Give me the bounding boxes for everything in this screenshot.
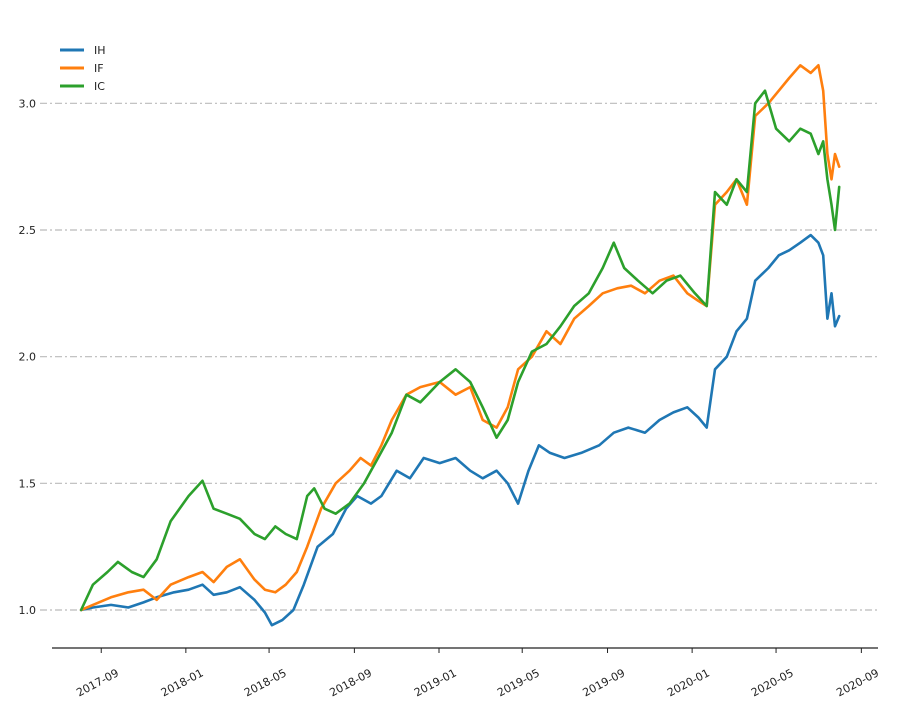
y-axis-ticks: 1.0 1.5 2.0 2.5 3.0 (19, 97, 37, 617)
x-axis-ticks: 2017-09 2018-01 2018-05 2018-09 2019-01 2019-… (74, 648, 881, 699)
x-tick-label: 2020-05 (749, 666, 796, 699)
y-tick-label: 3.0 (19, 97, 37, 110)
series-lines (79, 64, 841, 627)
x-tick-label: 2020-01 (665, 666, 712, 699)
series-line-ic (79, 89, 841, 612)
x-tick-label: 2019-09 (581, 666, 628, 699)
y-tick-label: 2.5 (19, 224, 37, 237)
y-tick-label: 2.0 (19, 351, 37, 364)
legend-label-ih: IH (94, 44, 106, 57)
y-tick-label: 1.5 (19, 477, 37, 490)
axes: 2017-09 2018-01 2018-05 2018-09 2019-01 2019-… (19, 97, 882, 699)
x-tick-label: 2018-05 (242, 666, 289, 699)
y-tick-label: 1.0 (19, 604, 37, 617)
x-tick-label: 2019-05 (495, 666, 542, 699)
legend-label-if: IF (94, 62, 104, 75)
series-line-if (79, 64, 841, 612)
x-tick-label: 2020-09 (834, 666, 881, 699)
legend: IH IF IC (60, 44, 106, 93)
x-tick-label: 2018-09 (327, 666, 374, 699)
x-tick-label: 2019-01 (412, 666, 459, 699)
legend-label-ic: IC (94, 80, 105, 93)
x-tick-label: 2018-01 (159, 666, 206, 699)
gridlines (40, 102, 878, 611)
x-tick-label: 2017-09 (74, 666, 121, 699)
series-line-ih (79, 233, 841, 627)
